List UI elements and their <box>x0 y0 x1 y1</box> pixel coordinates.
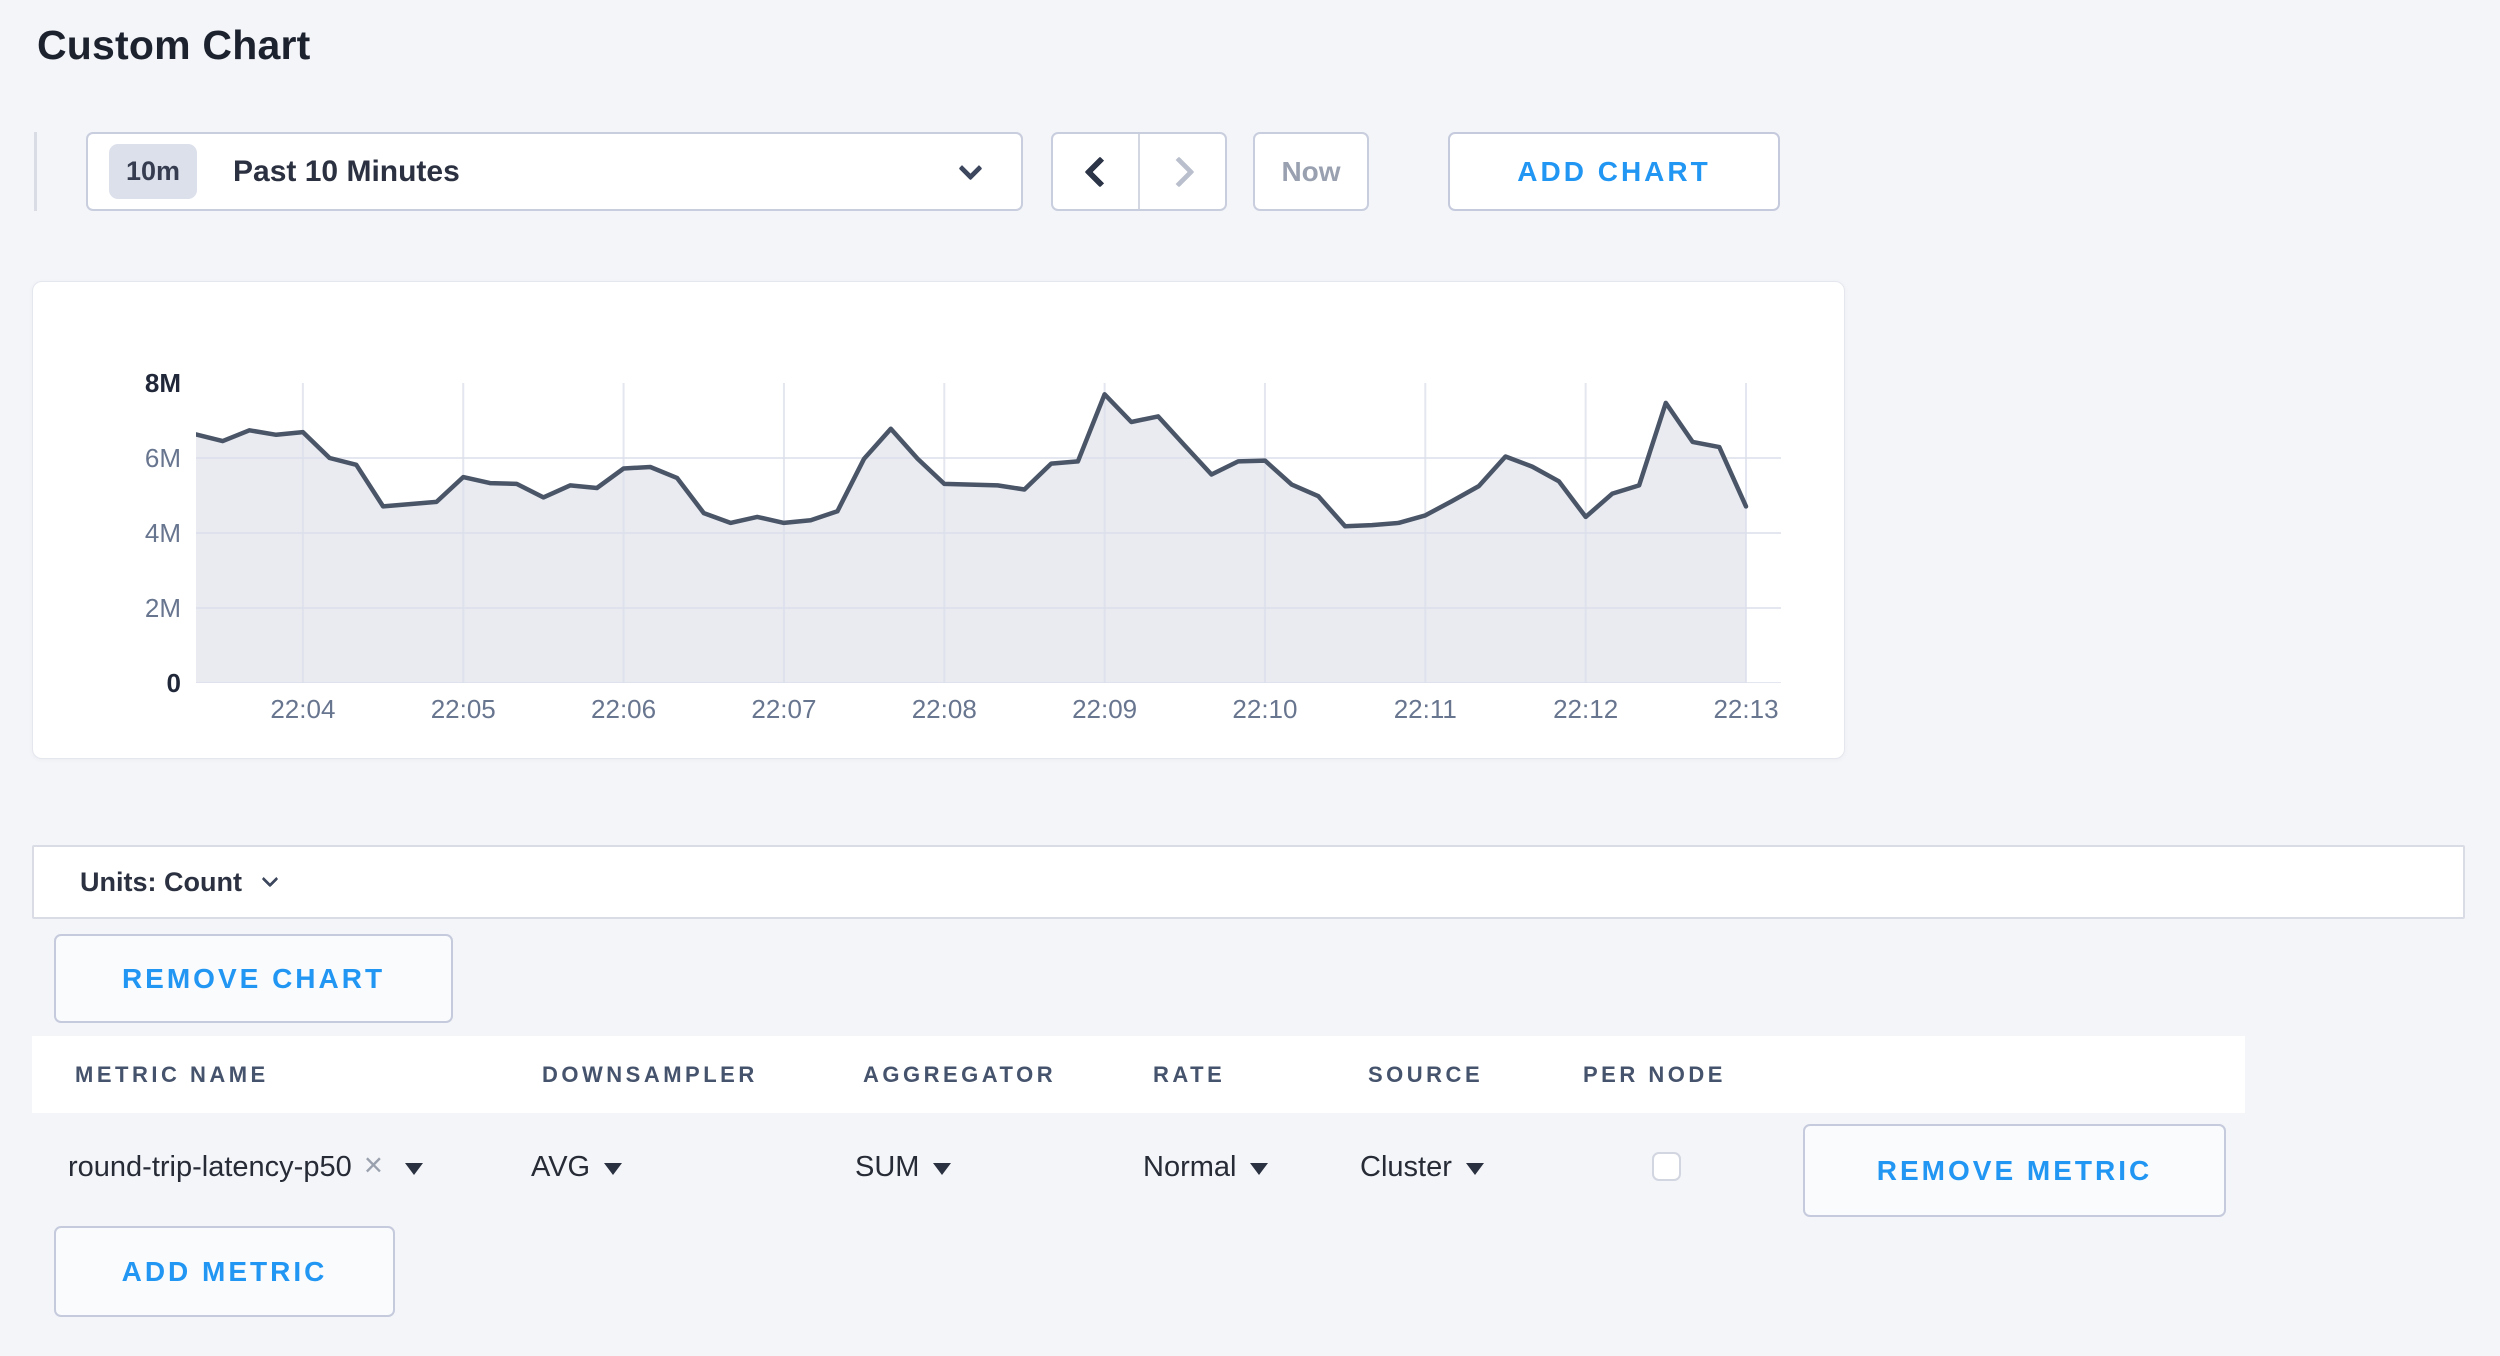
metric-name-value: round-trip-latency-p50 <box>68 1150 352 1183</box>
x-tick-label: 22:04 <box>270 694 336 724</box>
caret-down-icon <box>1465 1163 1484 1175</box>
chevron-down-icon <box>261 870 279 888</box>
remove-chart-button[interactable]: REMOVE CHART <box>54 934 453 1023</box>
column-header-metric-name: METRIC NAME <box>75 1062 269 1087</box>
chevron-right-icon <box>1162 155 1195 188</box>
now-button[interactable]: Now <box>1253 132 1369 211</box>
chevron-down-icon <box>958 156 983 181</box>
timeseries-chart <box>196 383 1781 683</box>
time-back-button[interactable] <box>1053 134 1138 209</box>
timescale-dropdown[interactable]: 10m Past 10 Minutes <box>86 132 1023 211</box>
x-tick-label: 22:13 <box>1713 694 1779 724</box>
toolbar-left-rule <box>34 132 37 211</box>
timescale-badge: 10m <box>109 144 198 199</box>
x-tick-label: 22:11 <box>1393 694 1457 724</box>
caret-down-icon <box>404 1163 423 1175</box>
downsampler-select[interactable]: AVG <box>531 1143 623 1191</box>
x-tick-label: 22:12 <box>1553 694 1619 724</box>
metric-name-select[interactable]: round-trip-latency-p50 × <box>68 1143 423 1191</box>
per-node-checkbox[interactable] <box>1652 1152 1681 1181</box>
y-tick-label: 4M <box>144 518 181 548</box>
column-header-per-node: PER NODE <box>1583 1062 1726 1087</box>
x-tick-label: 22:06 <box>591 694 657 724</box>
rate-value: Normal <box>1143 1150 1237 1183</box>
source-value: Cluster <box>1360 1150 1452 1183</box>
x-tick-label: 22:05 <box>430 694 496 724</box>
downsampler-value: AVG <box>531 1150 591 1183</box>
units-label: Units: Count <box>80 866 242 897</box>
aggregator-value: SUM <box>855 1150 920 1183</box>
caret-down-icon <box>933 1163 952 1175</box>
page-title: Custom Chart <box>37 22 311 68</box>
y-tick-label: 6M <box>144 443 181 473</box>
clear-metric-icon[interactable]: × <box>363 1146 383 1183</box>
caret-down-icon <box>604 1163 623 1175</box>
y-tick-label: 0 <box>166 668 181 698</box>
aggregator-select[interactable]: SUM <box>855 1143 952 1191</box>
chevron-left-icon <box>1083 155 1116 188</box>
remove-metric-button[interactable]: REMOVE METRIC <box>1803 1124 2226 1217</box>
source-select[interactable]: Cluster <box>1360 1143 1484 1191</box>
y-tick-label: 8M <box>144 368 181 398</box>
time-nav-group <box>1051 132 1227 211</box>
rate-select[interactable]: Normal <box>1143 1143 1269 1191</box>
caret-down-icon <box>1250 1163 1269 1175</box>
chart-card: 8M 6M 4M 2M 0 22:04 22:05 22:06 22:07 22:08 22:09… <box>32 281 1845 759</box>
x-tick-label: 22:07 <box>751 694 817 724</box>
x-tick-label: 22:10 <box>1232 694 1298 724</box>
y-tick-label: 2M <box>144 593 181 623</box>
add-chart-button[interactable]: ADD CHART <box>1448 132 1780 211</box>
column-header-aggregator: AGGREGATOR <box>863 1062 1057 1087</box>
units-dropdown[interactable]: Units: Count <box>32 845 2465 919</box>
column-header-source: SOURCE <box>1368 1062 1484 1087</box>
column-header-rate: RATE <box>1153 1062 1226 1087</box>
metrics-table-header <box>32 1036 2245 1113</box>
x-tick-label: 22:09 <box>1072 694 1138 724</box>
x-tick-label: 22:08 <box>911 694 977 724</box>
time-forward-button[interactable] <box>1138 134 1225 209</box>
add-metric-button[interactable]: ADD METRIC <box>54 1226 395 1317</box>
column-header-downsampler: DOWNSAMPLER <box>542 1062 758 1087</box>
timescale-label: Past 10 Minutes <box>233 154 460 188</box>
